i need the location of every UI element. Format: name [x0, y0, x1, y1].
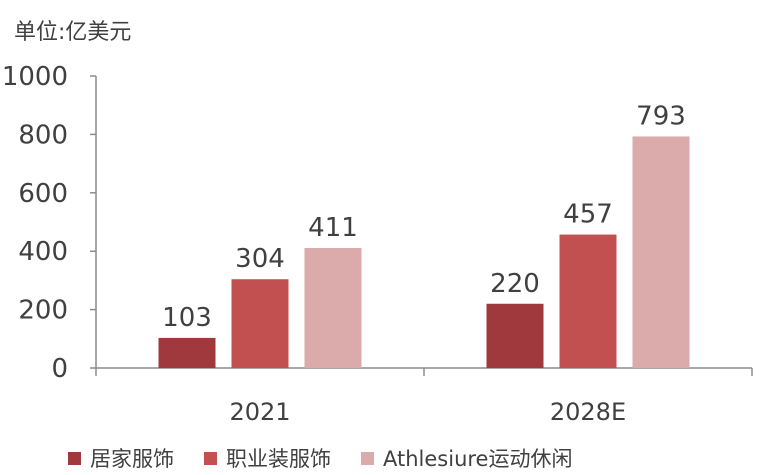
y-tick-label: 200: [18, 296, 68, 326]
legend-swatch-athleisure: [361, 451, 374, 465]
legend: 居家服饰 职业装服饰 Athlesiure运动休闲: [68, 443, 602, 473]
y-tick-label: 800: [18, 120, 68, 150]
y-tick-label: 400: [18, 237, 68, 267]
data-label: 793: [636, 101, 686, 131]
legend-swatch-workwear: [204, 451, 217, 465]
x-category-label: 2021: [229, 398, 290, 426]
data-label: 411: [308, 213, 358, 243]
bar: [559, 234, 617, 368]
y-tick-label: 1000: [2, 62, 68, 92]
unit-label: 单位:亿美元: [14, 20, 132, 45]
legend-item-athleisure: Athlesiure运动休闲: [361, 443, 572, 473]
legend-swatch-home-apparel: [68, 451, 81, 465]
bar: [632, 136, 690, 368]
legend-item-workwear: 职业装服饰: [204, 443, 331, 473]
legend-label-home-apparel: 居家服饰: [90, 447, 174, 471]
bar-chart: 0 200 400 600 800 1000 103 304 411 2021 220 457 793 2…: [2, 62, 753, 426]
legend-label-athleisure: Athlesiure运动休闲: [383, 447, 573, 471]
bar: [304, 247, 362, 368]
bar: [486, 303, 544, 368]
bar: [158, 337, 216, 368]
y-tick-label: 600: [18, 179, 68, 209]
data-label: 304: [235, 244, 285, 274]
legend-item-home-apparel: 居家服饰: [68, 443, 174, 473]
data-label: 103: [162, 303, 212, 333]
bar: [231, 279, 289, 368]
y-tick-label: 0: [51, 354, 68, 384]
legend-label-workwear: 职业装服饰: [226, 447, 331, 471]
data-label: 220: [490, 269, 540, 299]
x-category-label: 2028E: [550, 398, 626, 426]
data-label: 457: [563, 200, 613, 230]
